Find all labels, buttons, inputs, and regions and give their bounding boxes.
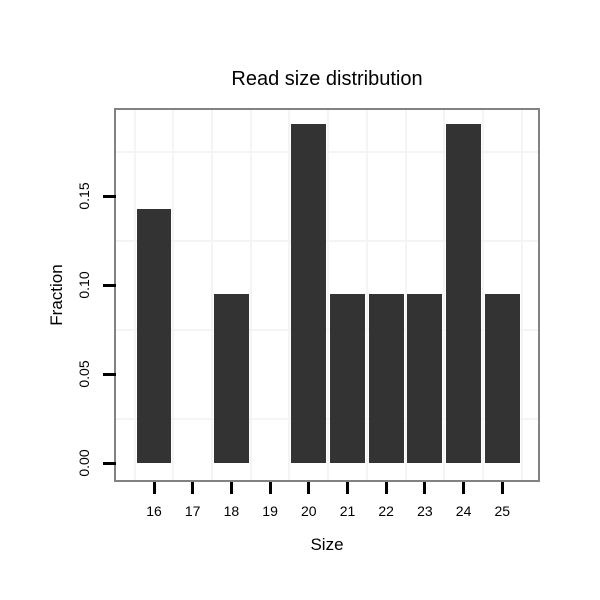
x-axis-tick (346, 482, 349, 494)
x-tick-label: 24 (455, 503, 472, 519)
x-axis-tick (229, 482, 233, 494)
minor-gridline-vertical (172, 110, 175, 480)
bar (136, 208, 172, 463)
x-axis-tick (268, 482, 272, 494)
minor-gridline-vertical (249, 110, 252, 480)
minor-gridline-vertical (443, 110, 446, 480)
bar (446, 124, 481, 463)
minor-gridline-vertical (211, 110, 214, 480)
plot-panel (114, 108, 540, 482)
y-tick-label: 0.05 (76, 360, 92, 388)
minor-gridline-vertical (365, 110, 368, 480)
y-axis-tick (103, 283, 116, 287)
y-tick-label: 0.15 (76, 182, 92, 210)
minor-gridline-vertical (404, 110, 407, 480)
x-axis-title: Size (310, 535, 344, 554)
bar (368, 293, 404, 463)
minor-gridline-vertical (133, 110, 136, 480)
minor-gridline-vertical (520, 110, 523, 480)
x-tick-label: 16 (146, 503, 162, 519)
minor-gridline-vertical (481, 110, 484, 480)
minor-gridline-vertical (288, 110, 291, 480)
x-tick-label: 18 (223, 503, 240, 519)
bar (291, 124, 327, 463)
y-axis-tick (103, 461, 116, 465)
y-axis-tick (103, 372, 116, 376)
y-tick-label: 0.00 (76, 449, 92, 477)
y-axis-title: Fraction (47, 264, 66, 326)
x-axis-tick (462, 482, 466, 494)
chart-title: Read size distribution (231, 68, 423, 90)
x-axis-tick (191, 482, 195, 494)
x-axis-tick (384, 482, 388, 494)
x-axis-tick (423, 482, 427, 494)
minor-gridline-horizontal (116, 328, 538, 331)
x-tick-label: 22 (378, 503, 394, 519)
y-tick-label: 0.10 (76, 271, 92, 299)
x-tick-label: 19 (262, 503, 278, 519)
minor-gridline-horizontal (116, 239, 538, 242)
x-axis-tick (152, 482, 156, 494)
minor-gridline-horizontal (116, 150, 538, 153)
x-tick-label: 20 (301, 503, 317, 519)
x-axis-tick (307, 482, 311, 494)
bar (330, 293, 365, 463)
y-axis-tick (103, 194, 116, 198)
bar (484, 293, 520, 463)
x-tick-label: 21 (339, 503, 356, 519)
x-tick-label: 25 (494, 503, 511, 519)
minor-gridline-vertical (327, 110, 330, 480)
x-tick-label: 17 (184, 503, 201, 519)
x-tick-label: 23 (417, 503, 433, 519)
minor-gridline-horizontal (116, 417, 538, 420)
bar (407, 293, 443, 463)
bar (213, 293, 249, 463)
x-axis-tick (500, 482, 504, 494)
